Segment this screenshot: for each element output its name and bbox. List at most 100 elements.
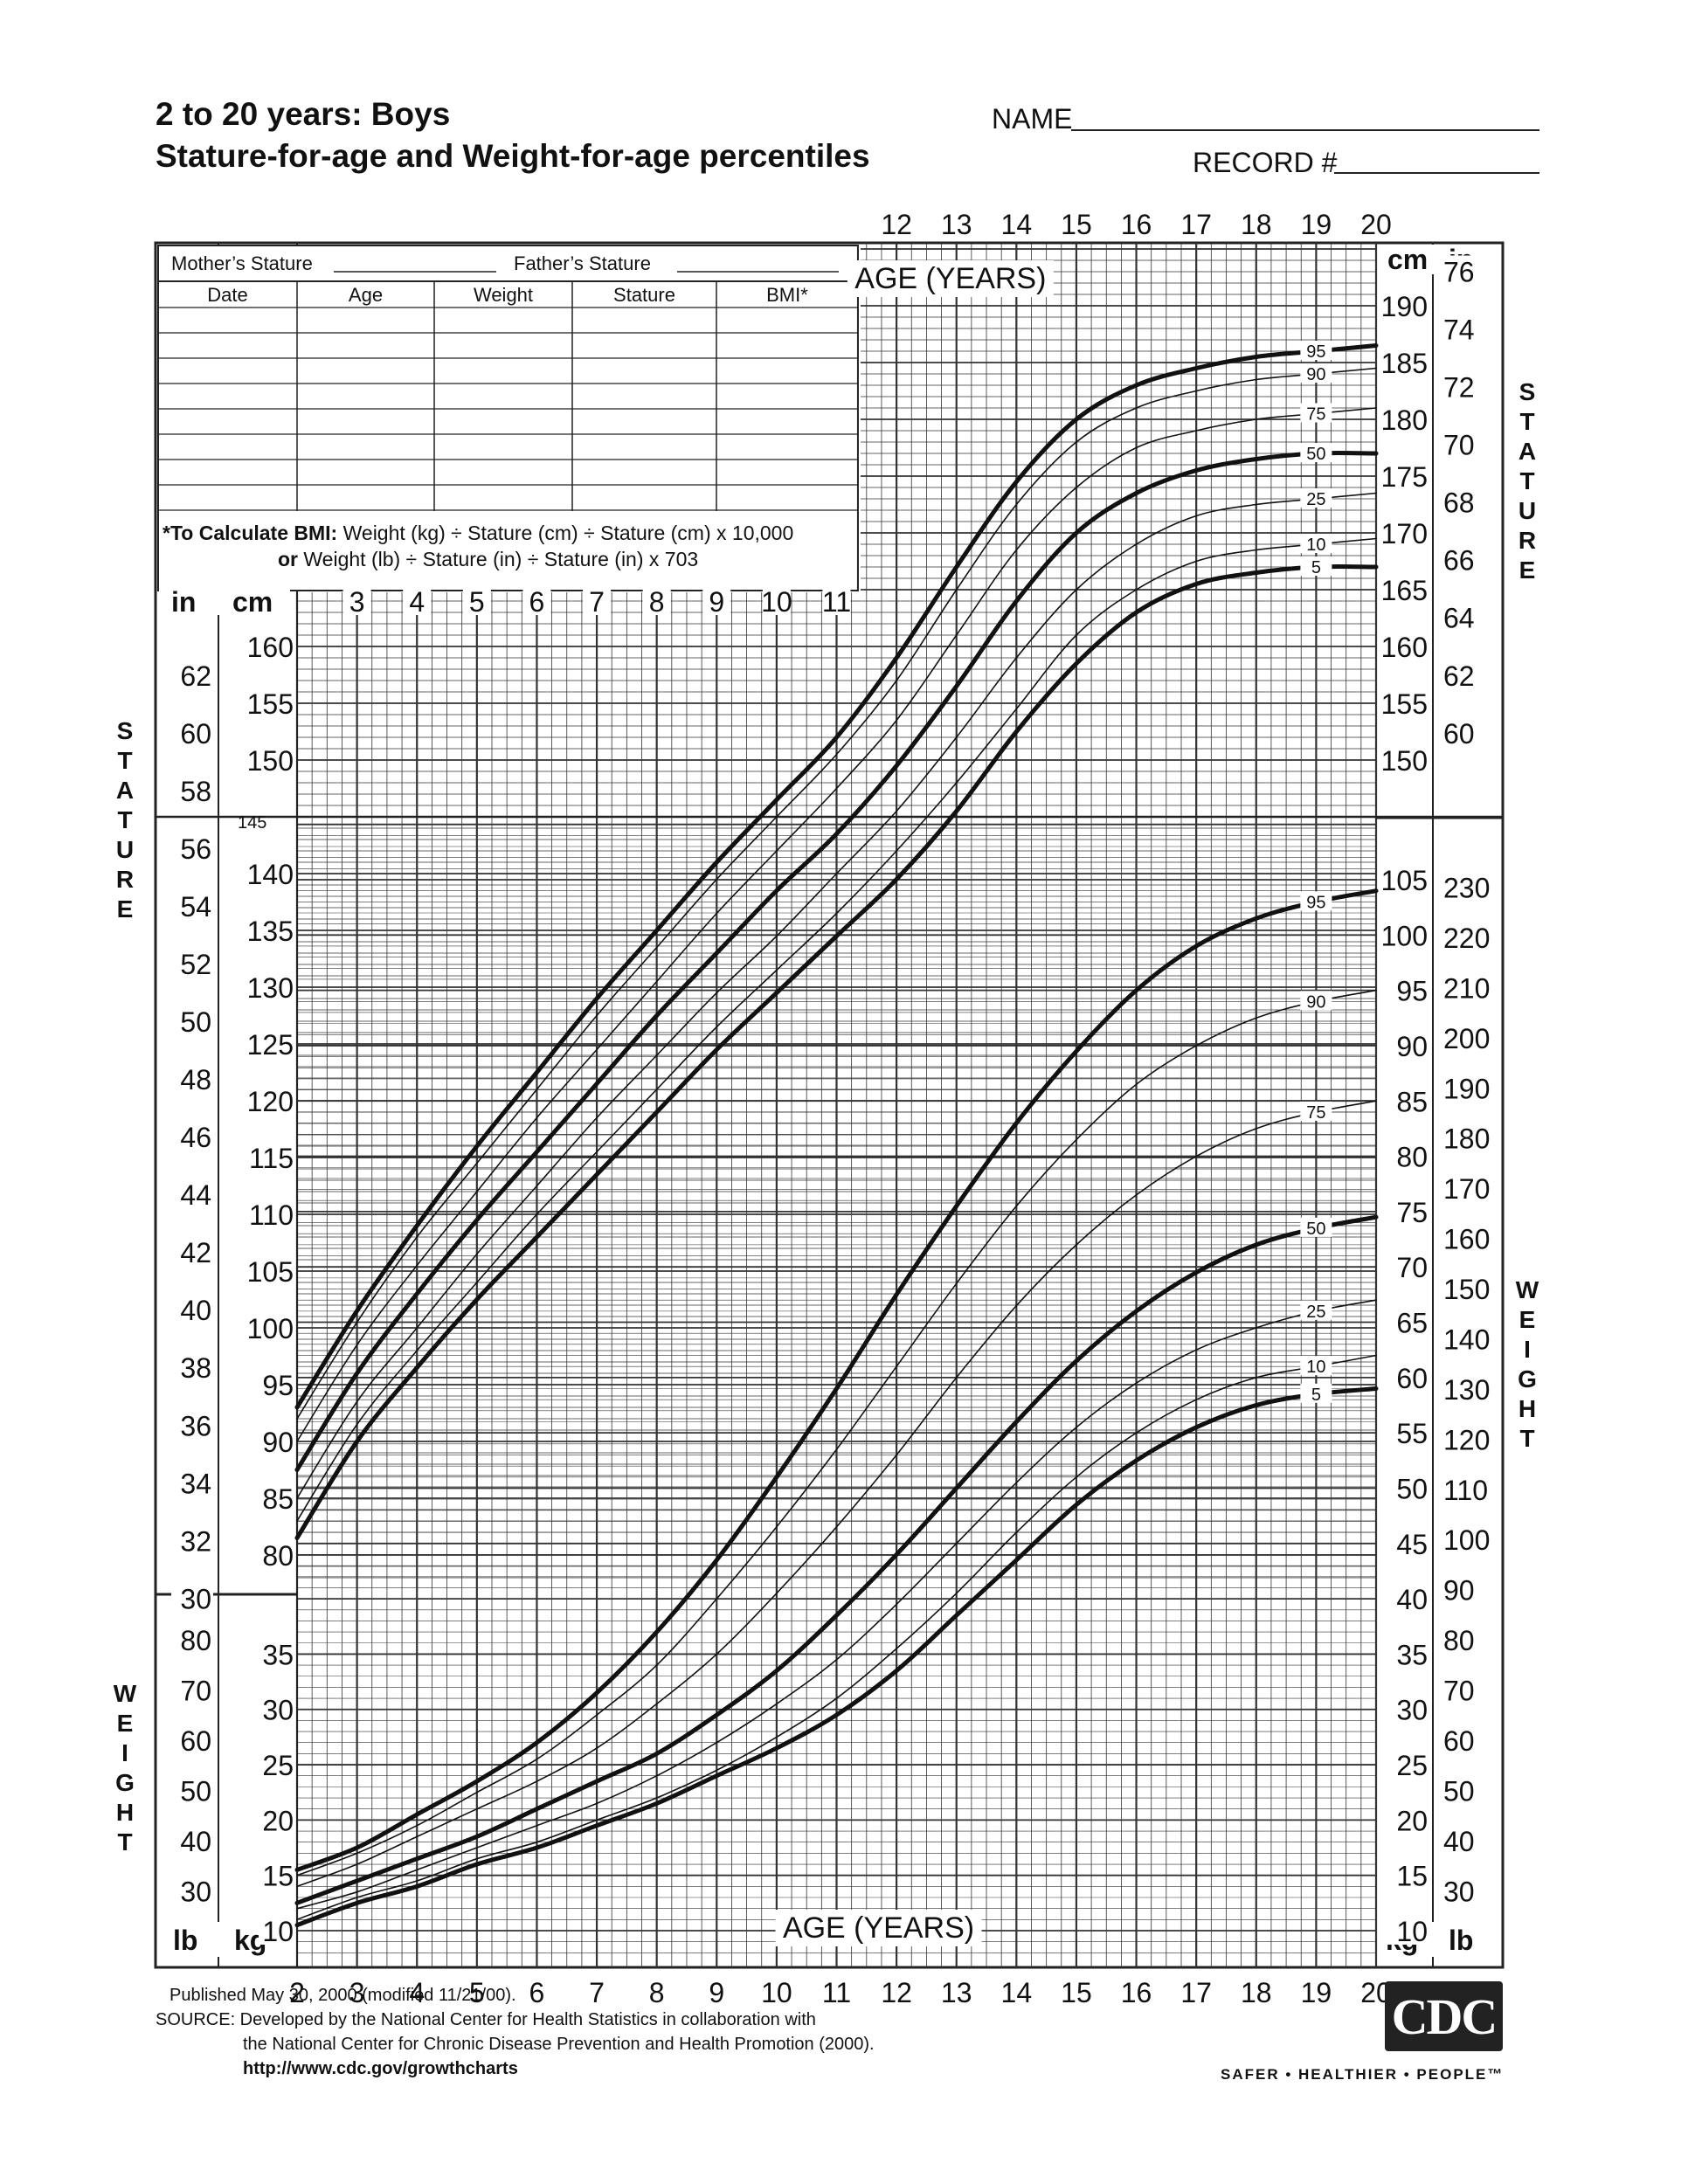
weight-lb-tick-right: 90 (1443, 1575, 1475, 1607)
tick-bg (171, 1582, 213, 1613)
percentile-curve-5 (294, 1386, 1379, 1928)
age-tick-mid: 8 (649, 586, 665, 618)
stature-cm-tick-right: 185 (1381, 348, 1428, 379)
age-tick-bg (583, 585, 612, 615)
tick-bg (1438, 255, 1485, 286)
tick-bg (1380, 1915, 1431, 1945)
tick-bg (1438, 1473, 1489, 1503)
tick-bg (259, 1859, 295, 1890)
tick-bg (259, 1638, 295, 1669)
age-tick-mid: 9 (709, 586, 724, 618)
name-field-line[interactable] (1071, 129, 1539, 131)
record-field-line[interactable] (1334, 172, 1539, 174)
weight-kg-tick-left: 10 (262, 1916, 294, 1947)
age-tick-bottom: 8 (649, 1977, 665, 2008)
percentile-label-bg (1300, 443, 1332, 462)
weight-lb-tick-right: 180 (1443, 1123, 1490, 1155)
tick-bg (1380, 1195, 1431, 1226)
age-tick-bg (462, 585, 491, 615)
tick-bg (171, 1409, 213, 1440)
stature-in-tick-left: 62 (180, 660, 211, 692)
weight-lb-tick-right: 60 (1443, 1725, 1475, 1757)
unit-labels-stature: incmcminlbkgkglb (159, 244, 1498, 1957)
stature-cm-tick-left: 160 (247, 632, 294, 663)
tick-bg (1380, 688, 1431, 717)
age-tick-bottom: 14 (1001, 1977, 1033, 2008)
age-tick-bg (822, 585, 851, 615)
tick-bg (171, 1624, 213, 1655)
percentile-label-bg (1300, 534, 1332, 553)
percentile-curve-75 (296, 407, 1377, 1442)
age-tick-bg (403, 585, 432, 615)
stature-in-tick-left: 44 (180, 1179, 211, 1211)
weight-lb-tick-right: 50 (1443, 1775, 1475, 1807)
stature-unit-cm: cm (232, 586, 273, 618)
weight-lb-tick-left: 30 (180, 1876, 211, 1907)
stature-cm-tick-right: 165 (1381, 575, 1428, 606)
source-url[interactable]: http://www.cdc.gov/growthcharts (243, 2059, 518, 2078)
cdc-tagline: SAFER • HEALTHIER • PEOPLE™ (1221, 2066, 1505, 2083)
weight-lb-tick-right: 170 (1443, 1173, 1490, 1205)
percentile-curve-90 (296, 367, 1377, 1420)
tick-bg (171, 1121, 213, 1151)
tick-bg (171, 1724, 213, 1754)
age-tick-bottom: 7 (589, 1977, 605, 2008)
percentile-label-bg (1300, 403, 1332, 423)
tick-bg (1380, 864, 1431, 894)
weight-lb-tick-right: 80 (1443, 1625, 1475, 1656)
weight-lb-tick-right: 220 (1443, 923, 1490, 954)
age-tick-bottom: 12 (881, 1977, 912, 2008)
percentile-curve-5 (294, 564, 1379, 1540)
weight-lb-tick-right: 160 (1443, 1224, 1490, 1255)
percentile-label-bg (1300, 1101, 1332, 1121)
tick-bg (1380, 347, 1431, 377)
stature-in-tick-left: 52 (180, 949, 211, 980)
left-weight-scale: 10 15 20 25 30 35 30 40 50 60 70 80 (171, 1624, 295, 1947)
tick-bg (1380, 744, 1431, 774)
tick-bg (1380, 574, 1431, 604)
percentile-label-5: 5 (1311, 558, 1321, 577)
weight-kg-tick-right: 15 (1396, 1861, 1428, 1892)
weight-lb-tick-right: 130 (1443, 1374, 1490, 1406)
age-tick-top: 16 (1121, 209, 1152, 240)
stature-in-tick-left: 32 (180, 1525, 211, 1557)
tick-bg (1380, 919, 1431, 950)
tick-bg (1380, 631, 1431, 660)
cdc-logo-icon: CDC (1385, 1981, 1503, 2051)
stature-in-tick-left: 36 (180, 1410, 211, 1441)
tick-bg (1438, 1423, 1489, 1454)
stature-cm-tick-left: 85 (262, 1483, 294, 1515)
weight-kg-tick-right: 20 (1396, 1805, 1428, 1836)
fathers-stature-label: Father’s Stature (514, 252, 651, 274)
weight-lb-tick-left: 80 (180, 1625, 211, 1656)
age-tick-bottom: 19 (1301, 1977, 1332, 2008)
age-tick-bottom: 18 (1241, 1977, 1272, 2008)
percentile-label-bg (1300, 1217, 1332, 1237)
weight-lb-tick-right: 120 (1443, 1424, 1490, 1455)
weight-kg-tick-left: 30 (262, 1695, 294, 1726)
age-tick-mid: 7 (589, 586, 605, 618)
age-tick-bottom: 13 (941, 1977, 972, 2008)
stature-cm-tick-left: 105 (247, 1256, 294, 1288)
weight-kg-tick-right: 55 (1396, 1418, 1428, 1449)
age-tick-top: 13 (941, 209, 972, 240)
weight-lb-tick-right: 140 (1443, 1324, 1490, 1355)
tick-bg (1380, 1417, 1431, 1448)
bmi-note-bold: *To Calculate BMI: (163, 522, 343, 544)
stature-in-tick-left: 30 (180, 1583, 211, 1614)
percentile-curve-10 (296, 1354, 1377, 1921)
weight-lb-tick-right: 100 (1443, 1524, 1490, 1556)
tick-bg (1438, 1072, 1489, 1102)
weight-kg-tick-right: 60 (1396, 1363, 1428, 1394)
right-weight-scale: 10 15 20 25 30 35 40 45 50 55 60 65 70 75 80 85 90 95 100 1… (1380, 864, 1490, 1947)
tick-bg (1380, 1251, 1431, 1282)
tick-bg (1438, 1021, 1489, 1052)
stature-cm-tick-left: 90 (262, 1427, 294, 1458)
weight-kg-tick-right: 70 (1396, 1252, 1428, 1283)
percentile-curve-25 (296, 1299, 1377, 1910)
age-tick-bg (342, 585, 371, 615)
tick-bg (248, 688, 294, 717)
percentile-curve-10 (296, 537, 1377, 1522)
tick-bg (259, 1804, 295, 1835)
